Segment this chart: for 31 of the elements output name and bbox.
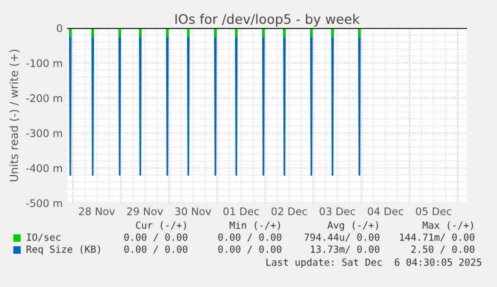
text: Cur (-/+) <box>136 221 186 230</box>
y-tick-label: 0 <box>56 24 62 32</box>
x-tick-label: 03 Dec <box>320 207 356 216</box>
text: 144.71m/ 0.00 <box>400 233 474 242</box>
legend-label: IO/sec <box>26 233 60 242</box>
y-tick-label: -500 m <box>26 199 62 208</box>
y-tick-label: -100 m <box>26 59 62 68</box>
text: 794.44u/ 0.00 <box>304 233 380 242</box>
text: Max (-/+) <box>422 221 473 230</box>
x-tick-label: 02 Dec <box>272 207 307 216</box>
x-tick-label: 28 Nov <box>79 207 115 216</box>
text: 2.50 / 0.00 <box>411 245 474 254</box>
y-tick-label: -400 m <box>26 164 62 172</box>
chart-title: IOs for /dev/loop5 - by week <box>175 14 360 27</box>
x-tick-label: 01 Dec <box>223 207 259 216</box>
text: 0.00 / 0.00 <box>218 245 282 254</box>
text: Last update: Sat Dec 6 04:30:05 2025 <box>266 258 482 268</box>
x-tick-label: 29 Nov <box>127 207 163 216</box>
legend-label: Req Size (KB) <box>26 245 100 255</box>
x-tick-label: 05 Dec <box>416 207 452 216</box>
y-tick-label: -300 m <box>26 129 62 138</box>
text: 0.00 / 0.00 <box>218 233 282 242</box>
text: 0.00 / 0.00 <box>124 245 188 254</box>
text: 13.73m/ 0.00 <box>310 245 380 254</box>
text: Min (-/+) <box>230 221 280 230</box>
text: Avg (-/+) <box>328 221 378 231</box>
text: 0.00 / 0.00 <box>124 233 188 242</box>
y-axis-title: Units read (-) / write (+) <box>9 50 20 182</box>
x-tick-label: 30 Nov <box>175 207 212 216</box>
y-tick-label: -200 m <box>26 94 62 102</box>
x-tick-label: 04 Dec <box>368 207 404 216</box>
